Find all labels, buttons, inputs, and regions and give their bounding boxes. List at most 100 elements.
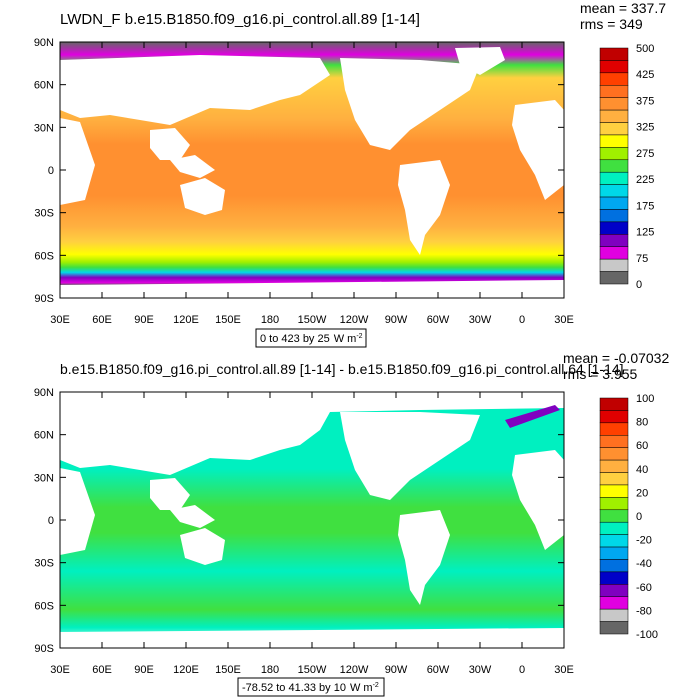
lat-label: 0 [48,515,54,527]
colorbar-swatch [599,221,629,235]
colorbar-swatch [599,459,629,473]
land-south-america [398,160,450,255]
lon-label: 30E [50,664,70,676]
colorbar-swatch [599,621,629,635]
colorbar-swatch [599,447,629,461]
lon-label: 120W [340,314,369,326]
colorbar-swatch [599,184,629,198]
colorbar-swatch [599,109,629,123]
colorbar-swatch [599,271,629,285]
lat-label: 30S [34,208,54,220]
colorbar-label: 125 [636,227,654,239]
colorbar-label: 0 [636,511,642,523]
land-north-america [340,58,480,150]
land-south-america [398,510,450,605]
colorbar-swatch [599,559,629,573]
land-africa-east [512,450,564,550]
colorbar-label: 20 [636,487,648,499]
land-southeast-asia [150,128,190,160]
colorbar-swatch [599,484,629,498]
lat-label: 60N [34,430,54,442]
top-map-field [60,42,564,298]
top-lon-labels: 30E 60E 90E 120E 150E 180 150W 120W 90W 60W 30W 0 30… [50,314,574,326]
colorbar-swatch [599,410,629,424]
colorbar-label: 275 [636,148,654,160]
colorbar-label: 0 [636,279,642,291]
colorbar-label: -80 [636,605,652,617]
difference-anomaly [505,405,560,428]
lat-label: 0 [48,165,54,177]
colorbar-swatch [599,72,629,86]
land-africa [60,118,95,205]
bottom-range-box [237,677,385,697]
lon-label: 0 [519,314,525,326]
lon-label: 150E [215,664,241,676]
bottom-map-panel: b.e15.B1850.f09_g16.pi_control.all.89 [1… [34,350,669,697]
lat-label: 90S [34,293,54,305]
colorbar-label: 175 [636,200,654,212]
top-panel-rms: rms = 349 [580,16,643,32]
top-panel-mean: mean = 337.7 [580,0,666,16]
bottom-map-ticks [59,391,565,649]
colorbar-swatch [599,234,629,247]
lon-label: 90E [134,664,154,676]
land-africa [60,468,95,555]
colorbar-label: 500 [636,43,654,55]
top-map-ticks [59,41,565,299]
colorbar-label: -60 [636,582,652,594]
lon-label: 90W [385,314,408,326]
colorbar-swatch [599,85,629,98]
lon-label: 150E [215,314,241,326]
colorbar-label: 325 [636,122,654,134]
colorbar-swatch [599,159,629,173]
lon-label: 60E [92,664,112,676]
lat-label: 30N [34,472,54,484]
bottom-range-label: -78.52 to 41.33 by 10 W m-2 [242,682,379,694]
colorbar-label: 80 [636,417,648,429]
colorbar-swatch [599,97,629,111]
top-lat-labels: 90N 60N 30N 0 30S 60S 90S [34,37,54,305]
lon-label: 30W [469,314,492,326]
lon-label: 180 [261,664,279,676]
top-colorbar: 0 75 125 175 225 275 325 375 425 500 [599,43,654,291]
lon-label: 30E [554,664,574,676]
lat-label: 60S [34,250,54,262]
lon-label: 30E [50,314,70,326]
land-greenland [455,47,505,75]
lon-label: 60W [427,664,450,676]
colorbar-swatch [599,196,629,210]
lat-label: 60N [34,80,54,92]
bottom-panel-rms: rms = 3.955 [563,366,638,382]
colorbar-label: -20 [636,535,652,547]
lat-label: 90N [34,37,54,49]
colorbar-swatch [599,171,629,185]
lon-label: 180 [261,314,279,326]
colorbar-swatch [599,47,629,61]
lon-label: 120E [173,314,199,326]
lat-label: 60S [34,600,54,612]
land-australia [180,178,225,215]
colorbar-swatch [599,122,629,136]
lat-label: 30S [34,558,54,570]
land-eurasia-north [60,392,564,475]
colorbar-swatch [599,571,629,585]
bottom-panel-mean: mean = -0.07032 [563,350,669,366]
bottom-lat-labels: 90N 60N 30N 0 30S 60S 90S [34,387,54,655]
colorbar-label: 225 [636,174,654,186]
colorbar-swatch [599,509,629,523]
colorbar-swatch [599,608,629,622]
colorbar-label: -40 [636,558,652,570]
land-africa-east [512,100,564,200]
land-australia [180,528,225,565]
lon-label: 30W [469,664,492,676]
colorbar-swatch [599,422,629,436]
land-southeast-asia [150,478,190,510]
bottom-lon-labels: 30E 60E 90E 120E 150E 180 150W 120W 90W 60W 30W 0 30… [50,664,574,676]
colorbar-label: 40 [636,464,648,476]
lon-label: 60E [92,314,112,326]
colorbar-swatch [599,534,629,548]
lon-label: 90W [385,664,408,676]
bottom-panel-title: b.e15.B1850.f09_g16.pi_control.all.89 [1… [60,361,624,377]
top-map-panel: LWDN_F b.e15.B1850.f09_g16.pi_control.al… [34,0,666,348]
